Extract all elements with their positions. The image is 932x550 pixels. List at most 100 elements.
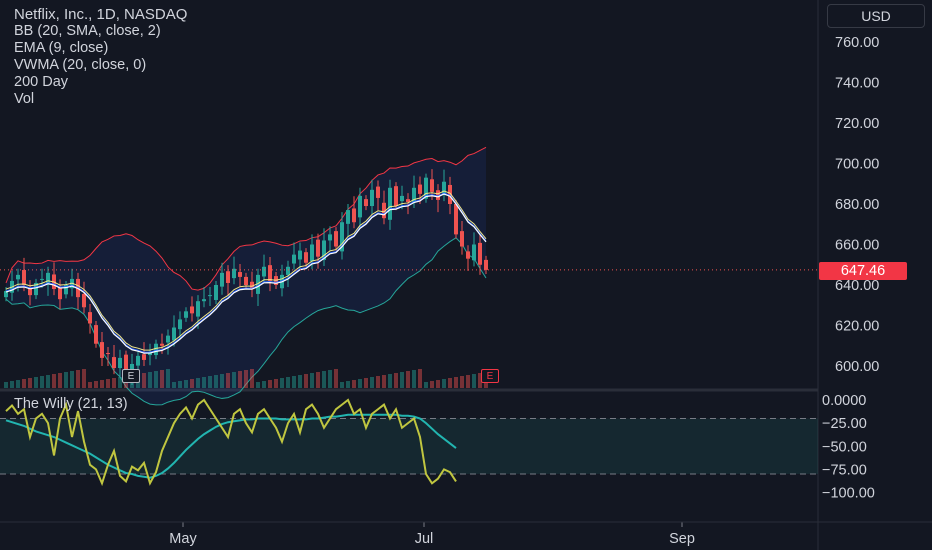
volume-bar: [142, 373, 146, 388]
candle-body: [226, 271, 230, 283]
time-axis-label: Jul: [415, 531, 434, 547]
currency-button[interactable]: USD: [827, 4, 925, 28]
candle-body: [406, 199, 410, 202]
candle-body: [340, 222, 344, 252]
indicator-ema[interactable]: EMA (9, close): [14, 40, 109, 56]
earnings-marker-upcoming[interactable]: E: [481, 369, 499, 383]
candle-body: [184, 311, 188, 318]
candle-body: [364, 199, 368, 207]
candle-body: [352, 208, 356, 223]
candle-body: [160, 343, 164, 346]
price-scale-label: 620.00: [835, 319, 879, 335]
sma-line: [5, 190, 487, 351]
volume-bar: [334, 369, 338, 388]
oscillator-scale-label: −50.00: [822, 439, 867, 455]
volume-bar: [412, 370, 416, 388]
chart-legend: Netflix, Inc., 1D, NASDAQ BB (20, SMA, c…: [14, 6, 187, 108]
volume-bar: [166, 369, 170, 388]
candle-body: [370, 189, 374, 207]
willy-line: [5, 398, 457, 487]
volume-bar: [10, 381, 14, 388]
volume-bar: [340, 382, 344, 388]
candle-body: [262, 266, 266, 277]
candle-body: [64, 285, 68, 295]
volume-bar: [262, 381, 266, 388]
volume-bar: [178, 381, 182, 388]
indicator-bb[interactable]: BB (20, SMA, close, 2): [14, 23, 161, 39]
price-scale-label: 660.00: [835, 238, 879, 254]
symbol-title[interactable]: Netflix, Inc., 1D, NASDAQ: [14, 6, 188, 23]
candle-body: [466, 251, 470, 259]
candle-body: [376, 186, 380, 198]
candle-body: [202, 299, 206, 302]
candle-body: [214, 285, 218, 300]
volume-bar: [70, 371, 74, 388]
price-scale-label: 740.00: [835, 76, 879, 92]
volume-bar: [196, 378, 200, 388]
volume-bar: [400, 372, 404, 388]
volume-bar: [88, 382, 92, 388]
candle-body: [286, 266, 290, 275]
volume-bar: [22, 379, 26, 388]
volume-bar: [454, 377, 458, 388]
ema-line: [5, 193, 487, 354]
candle-body: [436, 190, 440, 200]
volume-bar: [220, 374, 224, 388]
time-axis-label: Sep: [669, 531, 695, 547]
oscillator-legend[interactable]: The Willy (21, 13): [14, 396, 128, 412]
candle-body: [268, 265, 272, 281]
volume-bar: [232, 372, 236, 388]
volume-bar: [238, 371, 242, 388]
candle-body: [22, 270, 26, 285]
volume-bar: [292, 376, 296, 388]
volume-bar: [298, 375, 302, 388]
candle-body: [82, 293, 86, 308]
price-scale-label: 700.00: [835, 157, 879, 173]
volume-bar: [106, 379, 110, 388]
candle-body: [484, 259, 488, 270]
indicator-vwma[interactable]: VWMA (20, close, 0): [14, 57, 147, 73]
volume-bar: [52, 374, 56, 388]
volume-bar: [346, 381, 350, 388]
bb-lower-line: [5, 237, 487, 406]
candle-body: [298, 250, 302, 260]
price-scale-label: 640.00: [835, 278, 879, 294]
indicator-vol[interactable]: Vol: [14, 91, 35, 107]
oscillator-scale-label: −100.00: [822, 486, 875, 502]
candle-body: [4, 291, 8, 298]
candle-body: [328, 234, 332, 241]
price-scale-label: 760.00: [835, 35, 879, 51]
bb-upper-line: [5, 146, 487, 291]
volume-bar: [250, 369, 254, 388]
time-axis-label: May: [169, 531, 197, 547]
candle-body: [34, 282, 38, 296]
volume-bar: [82, 369, 86, 388]
candle-body: [418, 184, 422, 194]
volume-bar: [256, 382, 260, 388]
candle-body: [310, 244, 314, 262]
indicator-200day[interactable]: 200 Day: [14, 74, 69, 90]
price-scale-label: 720.00: [835, 116, 879, 132]
volume-bar: [40, 376, 44, 388]
volume-bar: [226, 373, 230, 388]
candle-body: [304, 252, 308, 263]
candle-body: [106, 353, 110, 355]
volume-bar: [424, 382, 428, 388]
volume-bar: [202, 377, 206, 388]
volume-bar: [382, 375, 386, 388]
volume-bar: [280, 378, 284, 388]
candle-body: [472, 244, 476, 261]
volume-bar: [148, 372, 152, 388]
candle-body: [142, 354, 146, 360]
candle-body: [16, 274, 20, 280]
candle-body: [136, 355, 140, 366]
candle-body: [442, 181, 446, 196]
volume-bar: [34, 377, 38, 388]
volume-bar: [112, 378, 116, 388]
volume-bar: [274, 379, 278, 388]
volume-bar: [244, 370, 248, 388]
volume-bar: [4, 382, 8, 388]
candle-body: [94, 325, 98, 344]
earnings-marker-past[interactable]: E: [122, 369, 140, 383]
